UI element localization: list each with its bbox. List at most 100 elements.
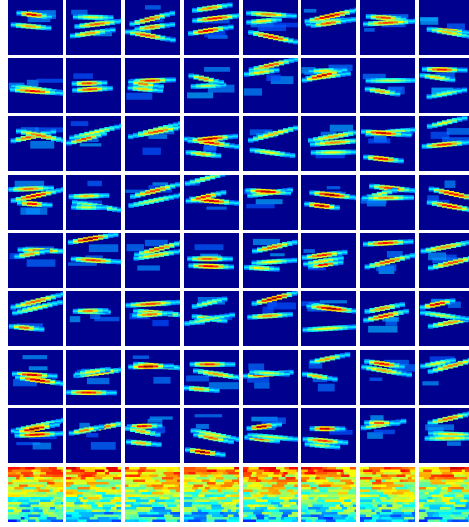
tile <box>8 0 63 55</box>
noise-cell <box>158 475 166 478</box>
noise-cell <box>370 520 377 523</box>
streak <box>88 310 94 312</box>
streak <box>440 437 446 439</box>
noise-cell <box>52 470 62 473</box>
tile <box>301 408 356 463</box>
tile-background <box>360 58 415 113</box>
streak <box>18 249 24 251</box>
noise-cell <box>31 505 44 508</box>
streak <box>457 118 463 120</box>
noise-cell <box>34 490 39 493</box>
streak <box>433 433 439 435</box>
streak <box>13 188 18 190</box>
noise-cell <box>138 472 142 475</box>
streak <box>319 70 325 72</box>
streak <box>434 189 440 191</box>
noise-cell <box>16 472 22 475</box>
streak <box>163 365 169 367</box>
noise-cell <box>441 490 448 493</box>
streak <box>374 362 380 364</box>
streak <box>269 372 275 374</box>
noise-cell <box>419 495 432 498</box>
noise-cell <box>125 482 137 485</box>
noise-cell <box>380 497 387 500</box>
noise-cell <box>125 497 129 500</box>
streak <box>328 259 334 261</box>
noise-cell <box>441 475 454 478</box>
streak <box>78 240 84 242</box>
streak <box>292 241 298 243</box>
streak <box>76 139 82 141</box>
noise-cell <box>86 477 95 480</box>
streak <box>326 307 332 309</box>
noise-cell <box>162 477 174 480</box>
noise-cell <box>109 472 119 475</box>
noise-cell <box>195 472 202 475</box>
streak <box>313 261 319 263</box>
noise-cell <box>407 495 414 498</box>
noise-cell <box>151 517 157 520</box>
streak <box>431 248 437 250</box>
noise-cell <box>47 495 58 498</box>
streak <box>52 375 58 377</box>
tile-content <box>360 116 421 171</box>
glow <box>266 74 280 81</box>
noise-cell <box>440 470 450 473</box>
noise-cell <box>267 495 276 498</box>
noise-cell <box>360 510 372 513</box>
streak <box>103 235 109 237</box>
streak <box>216 155 222 157</box>
streak <box>103 17 109 19</box>
tile <box>125 58 180 113</box>
streak <box>364 310 370 312</box>
noise-cell <box>159 512 168 515</box>
streak <box>228 136 234 138</box>
streak <box>191 152 197 154</box>
noise-cell <box>317 470 323 473</box>
streak <box>305 20 311 22</box>
streak <box>420 306 426 308</box>
noise-cell <box>212 515 224 518</box>
noise-cell <box>83 492 92 495</box>
streak <box>198 371 204 373</box>
tile <box>8 58 67 113</box>
noise-cell <box>401 510 410 513</box>
streak <box>207 7 213 9</box>
noise-cell <box>268 490 275 493</box>
streak <box>73 310 79 312</box>
streak <box>307 374 313 376</box>
noise-cell <box>71 470 81 473</box>
glow <box>80 143 102 146</box>
streak <box>435 362 441 364</box>
streak <box>378 242 384 244</box>
noise-cell <box>170 490 176 493</box>
streak <box>380 262 386 264</box>
noise-cell <box>18 515 25 518</box>
streak <box>173 127 179 129</box>
noise-cell <box>381 487 393 490</box>
noise-cell <box>301 487 311 490</box>
streak <box>151 443 157 445</box>
noise-cell <box>323 482 334 485</box>
noise-cell <box>198 495 205 498</box>
streak <box>369 361 375 363</box>
streak <box>227 16 233 18</box>
glow <box>68 262 97 265</box>
streak <box>218 266 224 268</box>
noise-cell <box>448 492 457 495</box>
noise-cell <box>248 480 257 483</box>
noise-cell <box>90 485 96 488</box>
noise-cell <box>36 470 41 473</box>
noise-cell <box>184 482 188 485</box>
noise-cell <box>262 497 269 500</box>
noise-cell <box>184 492 190 495</box>
streak <box>329 194 335 196</box>
streak <box>232 15 238 17</box>
noise-cell <box>243 507 250 510</box>
noise-cell <box>372 472 376 475</box>
streak <box>46 192 52 194</box>
streak <box>339 195 345 197</box>
noise-cell <box>95 467 107 470</box>
streak <box>205 363 211 365</box>
noise-cell <box>403 485 407 488</box>
